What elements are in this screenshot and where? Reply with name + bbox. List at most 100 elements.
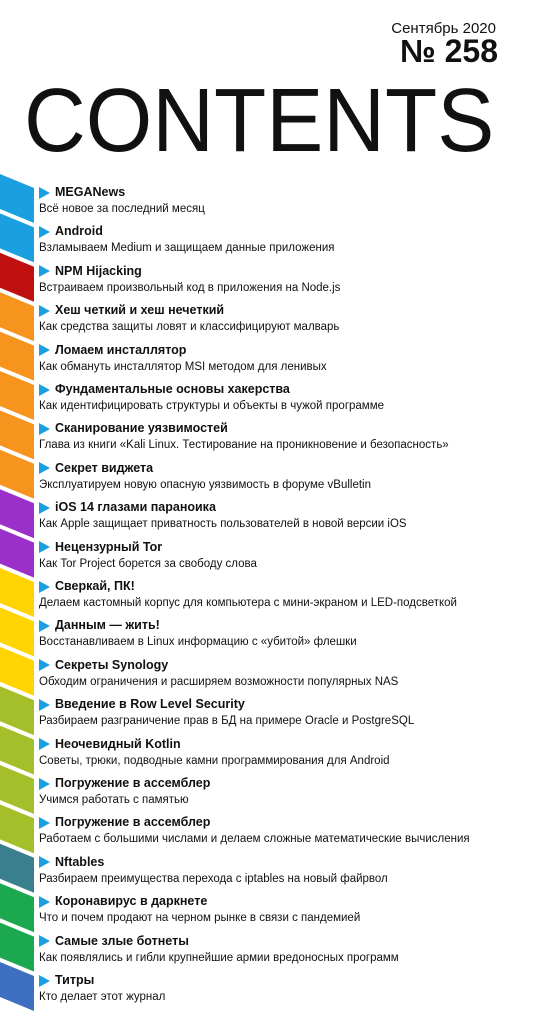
- toc-item-title-row: iOS 14 глазами параноика: [39, 499, 509, 516]
- toc-item-description: Как Tor Project борется за свободу слова: [39, 557, 257, 570]
- toc-item-description: Эксплуатируем новую опасную уязвимость в…: [39, 478, 371, 491]
- color-stripe: [0, 449, 34, 499]
- triangle-arrow-icon: [39, 777, 50, 790]
- toc-item-title: Сканирование уязвимостей: [55, 421, 228, 436]
- toc-item-description: Всё новое за последний месяц: [39, 203, 205, 215]
- color-stripe: [0, 292, 34, 342]
- triangle-arrow-icon: [39, 619, 50, 632]
- toc-item-title-row: Секреты Synology: [39, 657, 509, 674]
- color-stripe: [0, 568, 34, 617]
- toc-item-title: Введение в Row Level Security: [55, 697, 245, 712]
- toc-item-title: Nftables: [55, 854, 105, 869]
- color-stripe: [0, 607, 34, 657]
- toc-item-title: Коронавирус в даркнете: [55, 894, 208, 909]
- toc-item-title-row: Секрет виджета: [39, 460, 509, 477]
- toc-item[interactable]: Погружение в ассемблер Учимся работать с …: [39, 775, 509, 808]
- color-stripe: [0, 843, 34, 893]
- toc-item-description: Глава из книги «Kali Linux. Тестирование…: [39, 439, 449, 452]
- toc-item-description: Учимся работать с памятью: [39, 794, 189, 806]
- toc-item-title: Самые злые ботнеты: [55, 933, 189, 948]
- toc-item-description: Разбираем преимущества перехода с iptabl…: [39, 872, 388, 885]
- triangle-arrow-icon: [39, 383, 50, 396]
- triangle-arrow-icon: [39, 659, 50, 672]
- toc-item[interactable]: Сканирование уязвимостей Глава из книги «…: [39, 420, 509, 453]
- triangle-arrow-icon: [39, 422, 50, 435]
- toc-item[interactable]: Коронавирус в даркнете Что и почем продаю…: [39, 893, 509, 926]
- toc-item[interactable]: MEGANews Всё новое за последний месяц: [39, 184, 509, 217]
- toc-item-title: NPM Hijacking: [55, 263, 142, 278]
- toc-item-title-row: Nftables: [39, 854, 509, 871]
- toc-item-description: Разбираем разграничение прав в БД на при…: [39, 715, 415, 728]
- toc-item-description: Встраиваем произвольный код в приложения…: [39, 281, 341, 294]
- color-stripe: [0, 725, 34, 775]
- color-stripe: [0, 213, 34, 263]
- triangle-arrow-icon: [39, 580, 50, 593]
- color-stripe: [0, 410, 34, 460]
- toc-item-description: Обходим ограничения и расширяем возможно…: [39, 675, 399, 688]
- triangle-arrow-icon: [39, 501, 50, 514]
- toc-item[interactable]: Хеш четкий и хеш нечеткий Как средства за…: [39, 302, 509, 335]
- toc-item-description: Как средства защиты ловят и классифициру…: [39, 321, 340, 334]
- toc-item[interactable]: Ломаем инсталлятор Как обмануть инсталлят…: [39, 342, 509, 375]
- toc-item[interactable]: Неочевидный Kotlin Советы, трюки, подводн…: [39, 736, 509, 769]
- toc-item[interactable]: Введение в Row Level Security Разбираем р…: [39, 696, 509, 729]
- toc-item-title-row: Неочевидный Kotlin: [39, 736, 509, 753]
- issue-date: Сентябрь 2020: [391, 20, 496, 37]
- toc-item-title: Титры: [55, 973, 95, 987]
- toc-item[interactable]: Сверкай, ПК! Делаем кастомный корпус для …: [39, 578, 509, 611]
- contents-title: CONTENTS: [24, 71, 495, 171]
- toc-item-title: Нецензурный Tor: [55, 539, 163, 554]
- toc-item[interactable]: Секрет виджета Эксплуатируем новую опасну…: [39, 460, 509, 493]
- toc-item-description: Как Apple защищает приватность пользоват…: [39, 518, 407, 531]
- color-stripe: [0, 371, 34, 420]
- toc-item[interactable]: Данным — жить! Восстанавливаем в Linux ин…: [39, 617, 509, 650]
- toc-item-description: Что и почем продают на черном рынке в св…: [39, 912, 361, 925]
- color-stripe: [0, 174, 34, 223]
- toc-item-description: Делаем кастомный корпус для компьютера с…: [39, 597, 457, 609]
- toc-item-description: Восстанавливаем в Linux информацию с «уб…: [39, 636, 357, 649]
- toc-item-title: iOS 14 глазами параноика: [55, 500, 216, 515]
- triangle-arrow-icon: [39, 974, 50, 987]
- toc-item-title-row: Фундаментальные основы хакерства: [39, 381, 509, 398]
- toc-item-title: Секреты Synology: [55, 657, 169, 672]
- color-stripe: [0, 528, 34, 578]
- toc-item-title-row: Android: [39, 223, 509, 240]
- toc-item-description: Советы, трюки, подводные камни программи…: [39, 754, 390, 767]
- toc-item-title-row: Погружение в ассемблер: [39, 775, 509, 792]
- color-stripe: [0, 765, 34, 814]
- toc-item[interactable]: Android Взламываем Medium и защищаем данн…: [39, 223, 509, 256]
- triangle-arrow-icon: [39, 462, 50, 475]
- toc-item-title-row: Данным — жить!: [39, 617, 509, 634]
- toc-item[interactable]: Nftables Разбираем преимущества перехода …: [39, 854, 509, 887]
- toc-item[interactable]: Самые злые ботнеты Как появлялись и гибли…: [39, 933, 509, 966]
- toc-item[interactable]: Фундаментальные основы хакерства Как иден…: [39, 381, 509, 414]
- toc-item[interactable]: iOS 14 глазами параноика Как Apple защища…: [39, 499, 509, 532]
- toc-item-title: MEGANews: [55, 185, 126, 199]
- toc-item-description: Взламываем Medium и защищаем данные прил…: [39, 242, 335, 255]
- toc-item[interactable]: NPM Hijacking Встраиваем произвольный код…: [39, 263, 509, 296]
- toc-item-title: Данным — жить!: [55, 618, 160, 633]
- toc-item-title: Неочевидный Kotlin: [55, 736, 181, 751]
- triangle-arrow-icon: [39, 225, 50, 238]
- toc-item-title: Android: [55, 224, 103, 239]
- issue-number: № 258: [400, 33, 498, 69]
- toc-item-description: Работаем с большими числами и делаем сло…: [39, 833, 470, 846]
- color-stripe: [0, 883, 34, 933]
- toc-item-title-row: MEGANews: [39, 184, 509, 201]
- triangle-arrow-icon: [39, 186, 50, 199]
- toc-item-description: Как появлялись и гибли крупнейшие армии …: [39, 951, 399, 964]
- toc-item-description: Как обмануть инсталлятор MSI методом для…: [39, 360, 327, 373]
- triangle-arrow-icon: [39, 541, 50, 554]
- toc-item[interactable]: Секреты Synology Обходим ограничения и ра…: [39, 657, 509, 690]
- toc-item[interactable]: Нецензурный Tor Как Tor Project борется з…: [39, 539, 509, 572]
- color-stripe: [0, 489, 34, 539]
- triangle-arrow-icon: [39, 935, 50, 948]
- toc-item-title-row: Титры: [39, 972, 509, 989]
- toc-item-title-row: Погружение в ассемблер: [39, 814, 509, 831]
- toc-item[interactable]: Погружение в ассемблер Работаем с большим…: [39, 814, 509, 847]
- color-stripe: [0, 646, 34, 696]
- color-stripe: [0, 252, 34, 302]
- toc-item-title: Секрет виджета: [55, 460, 154, 475]
- toc-item[interactable]: Титры Кто делает этот журнал: [39, 972, 509, 1005]
- toc-item-title-row: Самые злые ботнеты: [39, 933, 509, 950]
